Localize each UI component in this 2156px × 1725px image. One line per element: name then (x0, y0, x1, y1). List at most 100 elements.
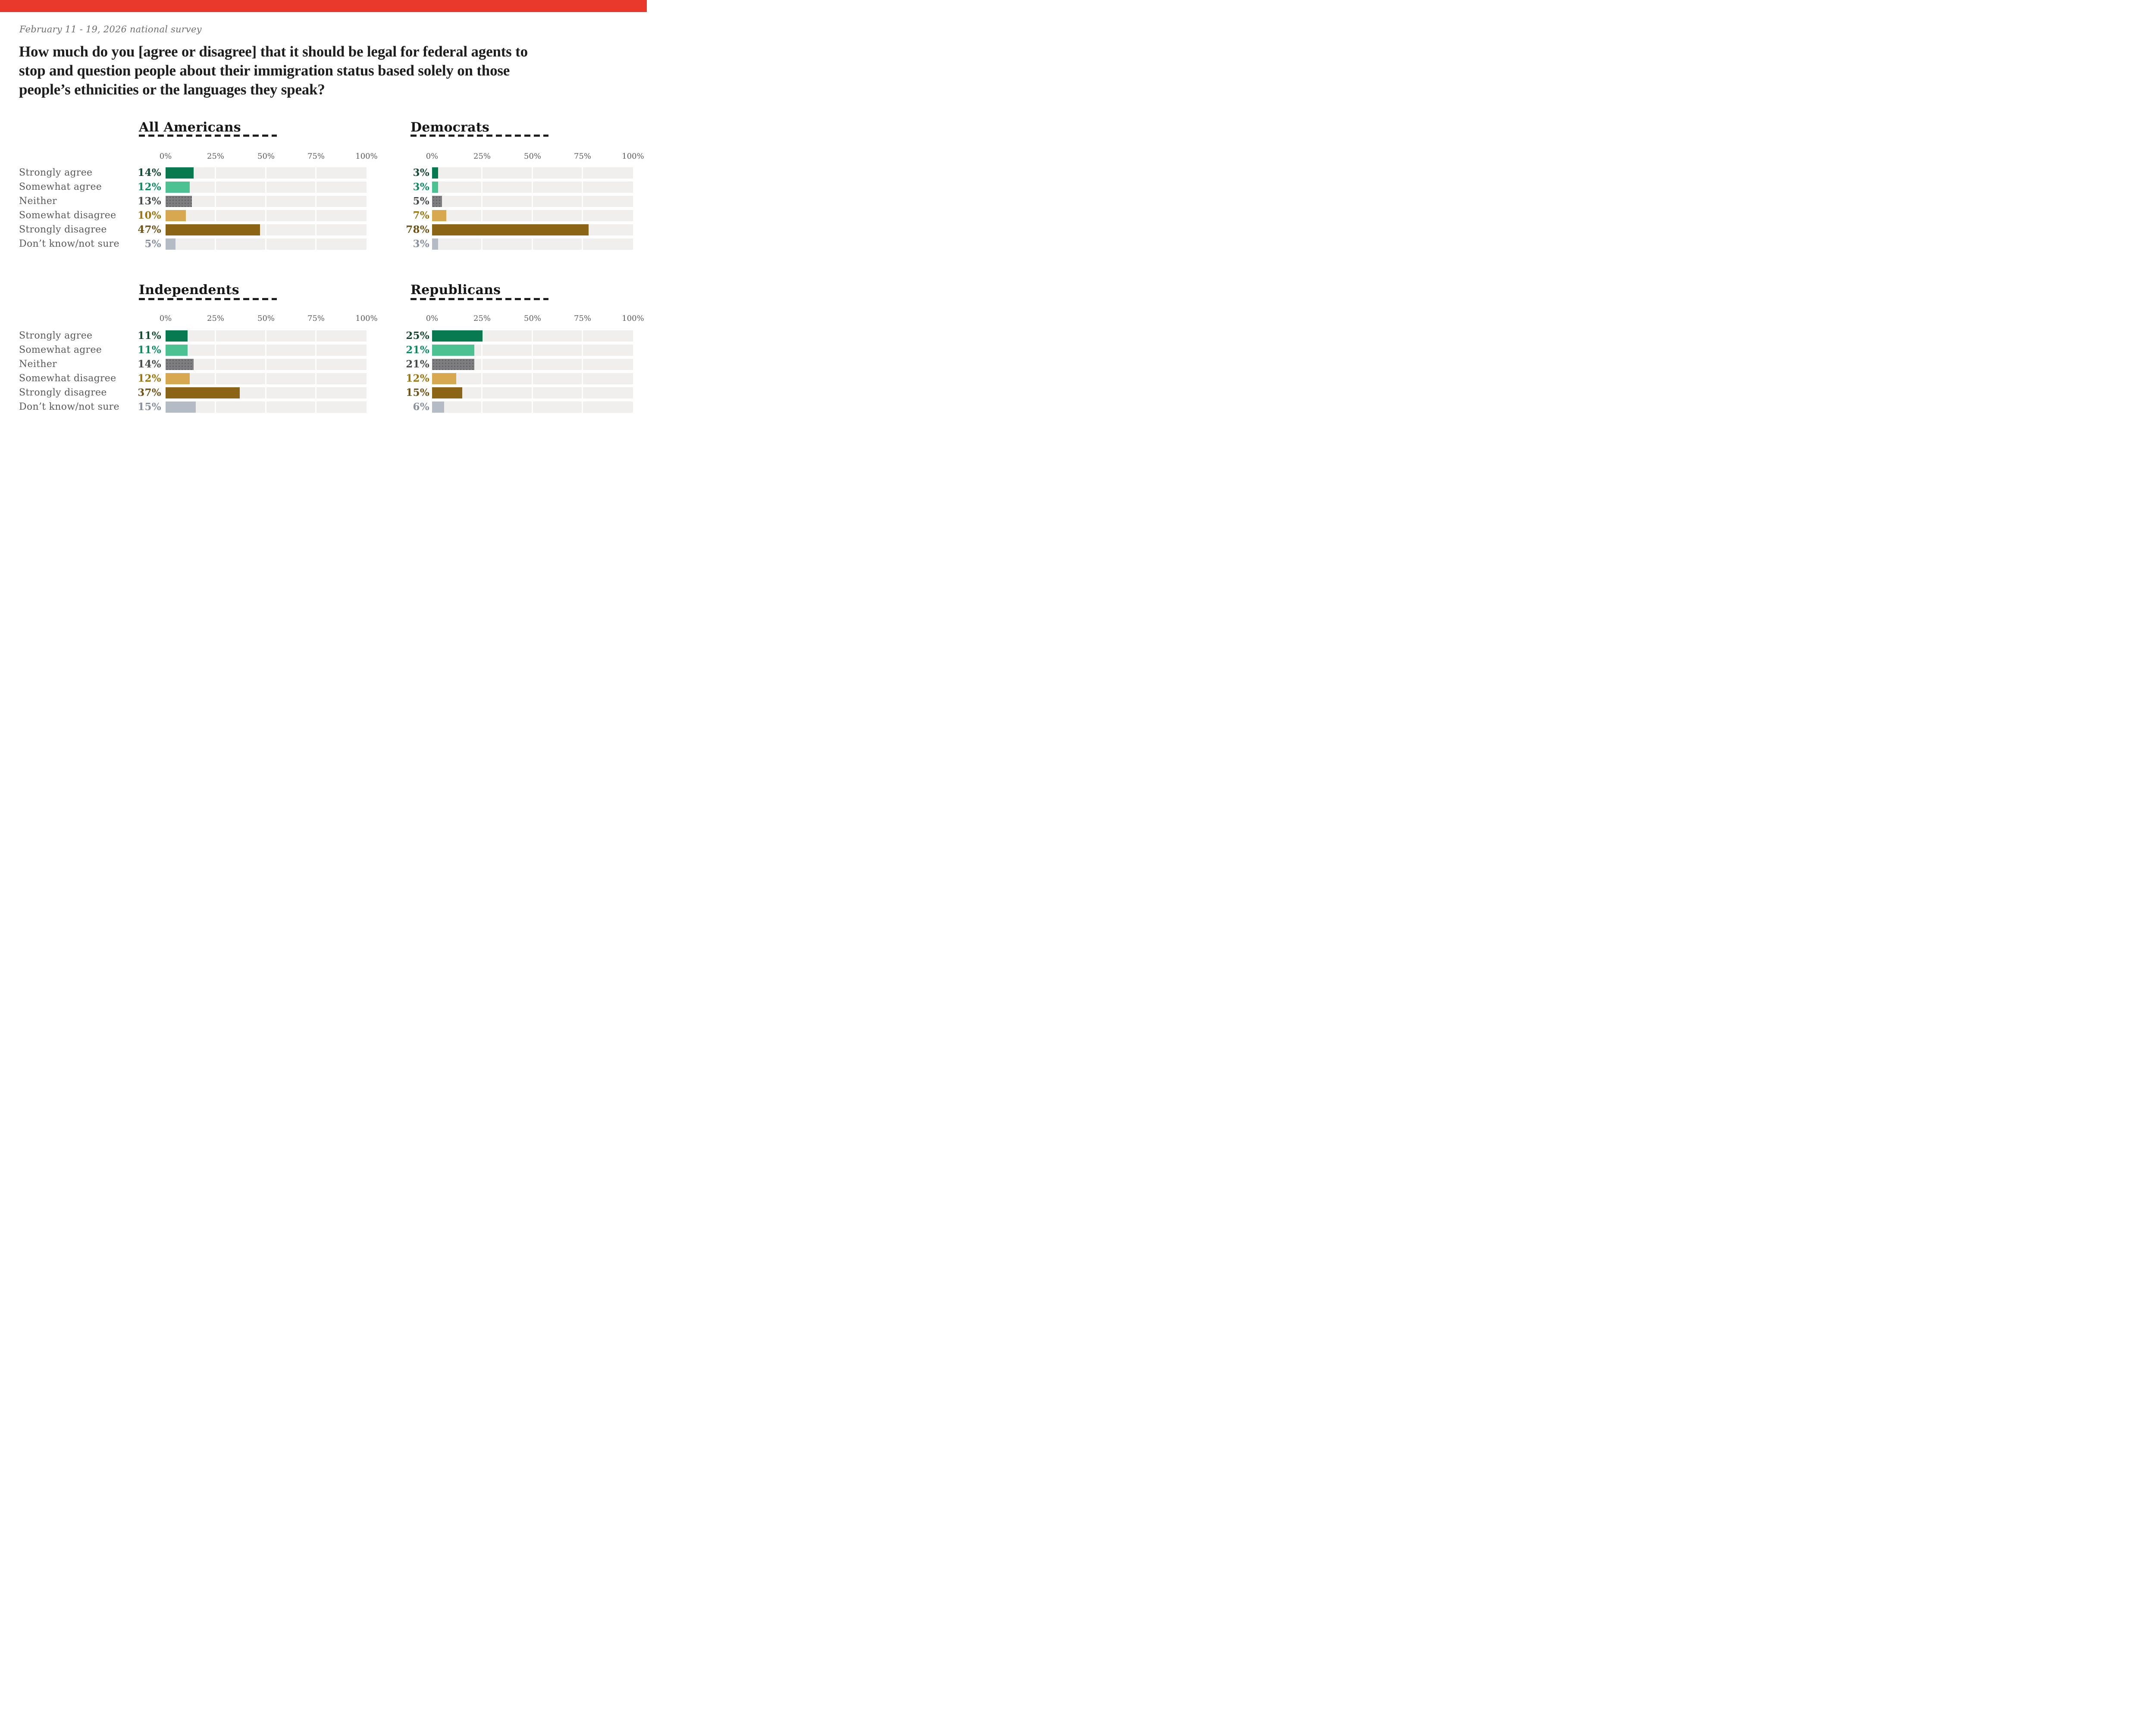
bar-row: Don’t know/not sure 5% (0, 237, 647, 251)
bar-track (166, 210, 367, 221)
axis-tick-label: 25% (473, 152, 491, 161)
axis-tick-label: 75% (573, 152, 592, 161)
bar-fill (166, 358, 194, 370)
bar-fill (166, 330, 188, 342)
bar-row: Strongly disagree 47% (0, 223, 647, 237)
axis-tick-label: 100% (622, 152, 644, 161)
panel-democrats: 3% 3% 5% 7% 78% 3% (0, 166, 647, 251)
value-label: 12% (406, 373, 429, 384)
bar-row: Strongly disagree 37% (0, 386, 647, 400)
dashed-underline (411, 298, 548, 300)
bar-fill (432, 373, 456, 384)
bar-track (432, 387, 633, 398)
bar-track (166, 238, 367, 250)
chart-title: How much do you [agree or disagree] that… (19, 43, 528, 98)
panel-independents: Strongly agree 11% Somewhat agree 11% Ne… (0, 329, 647, 414)
bar-row: 25% (0, 329, 647, 343)
value-label: 78% (406, 224, 429, 235)
bar-row: Neither 14% (0, 357, 647, 371)
dashed-underline (411, 135, 548, 137)
axis-tick-label: 75% (307, 314, 325, 323)
bar-fill (166, 401, 196, 413)
bar-row: 12% (0, 371, 647, 386)
value-label: 13% (138, 195, 161, 207)
bar-fill (166, 167, 194, 179)
bar-fill (432, 181, 438, 193)
panel-title-independents: Independents (139, 282, 239, 298)
bar-track (432, 330, 633, 342)
bar-row: 6% (0, 400, 647, 414)
value-label: 21% (406, 358, 429, 370)
bar-fill (166, 195, 192, 207)
value-label: 11% (138, 330, 161, 342)
bar-fill (166, 387, 240, 398)
category-label: Neither (19, 196, 57, 207)
value-label: 14% (138, 167, 161, 179)
bar-row: 78% (0, 223, 647, 237)
value-label: 5% (144, 238, 161, 250)
bar-track (432, 344, 633, 356)
bar-row: Somewhat disagree 12% (0, 371, 647, 386)
bar-fill (432, 387, 462, 398)
value-label: 12% (138, 181, 161, 193)
bar-track (166, 358, 367, 370)
bar-row: 3% (0, 180, 647, 194)
axis-tick-label: 100% (355, 314, 378, 323)
bar-track (432, 373, 633, 384)
value-label: 10% (138, 210, 161, 221)
axis-tick-label: 25% (207, 314, 225, 323)
bar-fill (432, 224, 589, 235)
panel-all-americans: Strongly agree 14% Somewhat agree 12% Ne… (0, 166, 647, 251)
category-label: Strongly agree (19, 167, 93, 178)
axis-tick-label: 0% (426, 152, 439, 161)
category-label: Somewhat disagree (19, 373, 116, 384)
bar-track (166, 387, 367, 398)
value-label: 14% (138, 358, 161, 370)
value-label: 3% (413, 167, 429, 179)
value-label: 21% (406, 344, 429, 356)
bar-track (432, 210, 633, 221)
bar-fill (432, 358, 474, 370)
axis-tick-label: 0% (159, 314, 172, 323)
bar-row: Strongly agree 11% (0, 329, 647, 343)
bar-track (166, 401, 367, 413)
axis-tick-label: 75% (307, 152, 325, 161)
survey-date-note: February 11 - 19, 2026 national survey (19, 24, 202, 34)
value-label: 3% (413, 181, 429, 193)
category-label: Strongly agree (19, 330, 93, 341)
bar-fill (166, 373, 190, 384)
value-label: 37% (138, 387, 161, 398)
bar-row: Somewhat disagree 10% (0, 208, 647, 223)
value-label: 3% (413, 238, 429, 250)
bar-fill (166, 238, 176, 250)
dashed-underline (139, 298, 277, 300)
bar-row: 5% (0, 194, 647, 208)
bar-fill (432, 401, 444, 413)
bar-row: 3% (0, 166, 647, 180)
value-label: 25% (406, 330, 429, 342)
axis-tick-label: 50% (257, 314, 275, 323)
bar-track (432, 195, 633, 207)
bar-row: 3% (0, 237, 647, 251)
bar-track (432, 224, 633, 235)
bar-row: Neither 13% (0, 194, 647, 208)
category-label: Strongly disagree (19, 387, 107, 398)
bar-fill (432, 195, 442, 207)
panel-title-democrats: Democrats (411, 120, 489, 135)
panel-title-republicans: Republicans (411, 282, 501, 298)
axis-tick-label: 50% (257, 152, 275, 161)
bar-row: 21% (0, 343, 647, 357)
axis-tick-label: 25% (207, 152, 225, 161)
axis-tick-label: 100% (355, 152, 378, 161)
bar-track (166, 373, 367, 384)
category-label: Somewhat disagree (19, 210, 116, 221)
value-label: 6% (413, 401, 429, 413)
value-label: 47% (138, 224, 161, 235)
bar-fill (432, 330, 483, 342)
bar-fill (432, 210, 446, 221)
axis-tick-label: 75% (573, 314, 592, 323)
category-label: Somewhat agree (19, 182, 102, 192)
chart-canvas: February 11 - 19, 2026 national survey H… (0, 0, 647, 431)
bar-track (166, 224, 367, 235)
bar-row: Don’t know/not sure 15% (0, 400, 647, 414)
